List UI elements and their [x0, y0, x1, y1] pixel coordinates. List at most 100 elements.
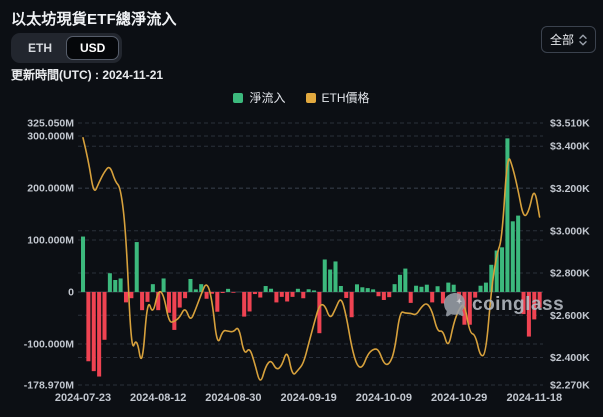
flow-bar [242, 291, 247, 317]
flow-bar [290, 291, 295, 297]
y-left-tick-label: -100.000M [24, 338, 74, 350]
flow-bar [516, 215, 521, 292]
flow-bar [161, 278, 166, 292]
flow-bar [500, 247, 505, 292]
legend-item-price[interactable]: ETH價格 [305, 89, 370, 106]
flow-bar [123, 291, 129, 303]
flow-bar [183, 291, 188, 299]
flow-bar [140, 291, 145, 311]
flow-bar [419, 286, 424, 292]
flow-bar [387, 291, 392, 298]
flow-bar [295, 288, 300, 292]
y-right-tick-label: $2.800K [550, 268, 590, 280]
y-left-tick-label: 300.000M [27, 131, 74, 143]
flow-bar [333, 261, 338, 292]
range-select-value: 全部 [549, 33, 574, 47]
flow-bar [118, 278, 123, 292]
y-right-tick-label: $3.000K [550, 225, 590, 237]
flow-bar [435, 286, 440, 292]
flow-bar [91, 291, 96, 372]
flow-bar [172, 291, 177, 330]
flow-bar [86, 291, 91, 362]
y-right-tick-label: $3.200K [550, 183, 590, 195]
y-right-tick-label: $3.510K [550, 118, 590, 130]
flow-bar [349, 291, 354, 318]
flow-bar [247, 291, 252, 312]
flow-bar [306, 289, 311, 292]
flow-bar [483, 282, 488, 292]
x-axis-tick-label: 2024-11-18 [506, 392, 562, 404]
y-right-tick-label: $2.270K [550, 380, 590, 392]
legend-label-price: ETH價格 [321, 91, 370, 105]
flow-bar [129, 291, 134, 299]
legend-item-netflow[interactable]: 淨流入 [233, 89, 286, 106]
y-left-tick-label: 100.000M [27, 234, 74, 246]
y-right-tick-label: $3.400K [550, 141, 590, 153]
flow-bar [317, 291, 322, 334]
flow-bar [113, 280, 118, 292]
flow-bar [145, 291, 150, 302]
flow-bar [258, 291, 263, 298]
y-right-tick-label: $2.600K [550, 310, 590, 322]
x-axis-tick-label: 2024-08-12 [130, 392, 186, 404]
flow-bar [505, 138, 510, 292]
flow-bar [156, 291, 161, 311]
flow-bar [494, 250, 499, 292]
flow-bar [440, 291, 445, 304]
flow-bar [467, 291, 472, 325]
y-left-tick-label: 325.050M [27, 118, 74, 130]
flow-bar [193, 289, 198, 292]
price-swatch-icon [305, 92, 316, 103]
chart-legend: 淨流入 ETH價格 [0, 89, 603, 106]
flow-bar [381, 291, 386, 300]
flow-bar [97, 291, 102, 377]
legend-label-netflow: 淨流入 [249, 91, 286, 105]
flow-bar [510, 221, 515, 292]
flow-bar [81, 236, 86, 292]
flow-bar [199, 284, 204, 292]
flow-bar [489, 264, 494, 292]
unit-toggle-usd[interactable]: USD [66, 36, 120, 60]
flow-bar [226, 288, 231, 292]
x-axis-tick-label: 2024-07-23 [55, 392, 111, 404]
flow-bar [537, 291, 542, 308]
y-left-tick-label: 200.000M [27, 183, 74, 195]
flow-bar [177, 291, 182, 308]
flow-bar [209, 291, 214, 294]
flow-bar [279, 291, 284, 297]
flow-bar [424, 284, 429, 292]
flow-bar [430, 291, 435, 303]
x-axis-tick-label: 2024-10-09 [356, 392, 412, 404]
flow-bar [446, 282, 451, 292]
flow-bar [102, 291, 107, 340]
flow-bar [360, 287, 365, 292]
flow-bar [285, 291, 290, 302]
flow-bar [408, 291, 413, 303]
flow-bar [457, 291, 462, 300]
x-axis-tick-label: 2024-10-29 [431, 392, 487, 404]
flow-bar [397, 274, 402, 292]
flow-bar [301, 291, 306, 299]
flow-bar [376, 291, 381, 297]
unit-toggle-eth[interactable]: ETH [14, 36, 66, 60]
flow-bar [365, 288, 370, 292]
flow-bar [134, 242, 139, 292]
flow-bar [532, 291, 537, 320]
y-left-tick-label: 0 [68, 286, 74, 298]
flow-bar [107, 273, 112, 292]
flow-bar [312, 290, 317, 292]
range-select[interactable]: 全部 [540, 26, 596, 53]
flow-bar [204, 291, 209, 299]
x-axis-tick-label: 2024-08-30 [205, 392, 261, 404]
flow-bar [220, 291, 225, 294]
flow-bar [473, 291, 478, 298]
flow-bar [354, 284, 360, 292]
flow-bar [478, 285, 483, 292]
flow-bar [414, 285, 419, 292]
flow-bar [269, 288, 274, 292]
flow-bar [328, 269, 333, 292]
flow-bar [322, 259, 327, 292]
flow-bar [252, 291, 257, 295]
